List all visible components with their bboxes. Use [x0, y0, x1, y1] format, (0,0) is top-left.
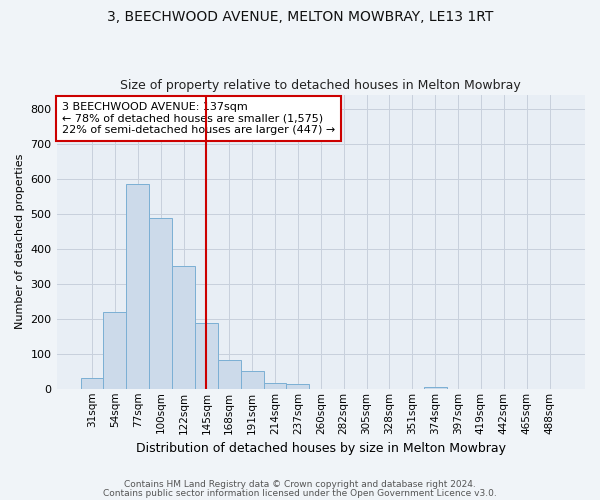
Text: 3 BEECHWOOD AVENUE: 137sqm
← 78% of detached houses are smaller (1,575)
22% of s: 3 BEECHWOOD AVENUE: 137sqm ← 78% of deta… — [62, 102, 335, 135]
Title: Size of property relative to detached houses in Melton Mowbray: Size of property relative to detached ho… — [121, 79, 521, 92]
Bar — [80, 378, 103, 389]
Text: 3, BEECHWOOD AVENUE, MELTON MOWBRAY, LE13 1RT: 3, BEECHWOOD AVENUE, MELTON MOWBRAY, LE1… — [107, 10, 493, 24]
Text: Contains public sector information licensed under the Open Government Licence v3: Contains public sector information licen… — [103, 488, 497, 498]
Bar — [263, 383, 286, 389]
Bar — [149, 218, 172, 389]
Bar — [172, 266, 195, 389]
Bar — [241, 372, 263, 389]
Bar — [195, 323, 218, 389]
X-axis label: Distribution of detached houses by size in Melton Mowbray: Distribution of detached houses by size … — [136, 442, 506, 455]
Bar — [218, 360, 241, 389]
Bar — [103, 312, 127, 389]
Bar — [127, 184, 149, 389]
Bar — [286, 384, 310, 389]
Bar — [424, 387, 446, 389]
Y-axis label: Number of detached properties: Number of detached properties — [15, 154, 25, 330]
Text: Contains HM Land Registry data © Crown copyright and database right 2024.: Contains HM Land Registry data © Crown c… — [124, 480, 476, 489]
